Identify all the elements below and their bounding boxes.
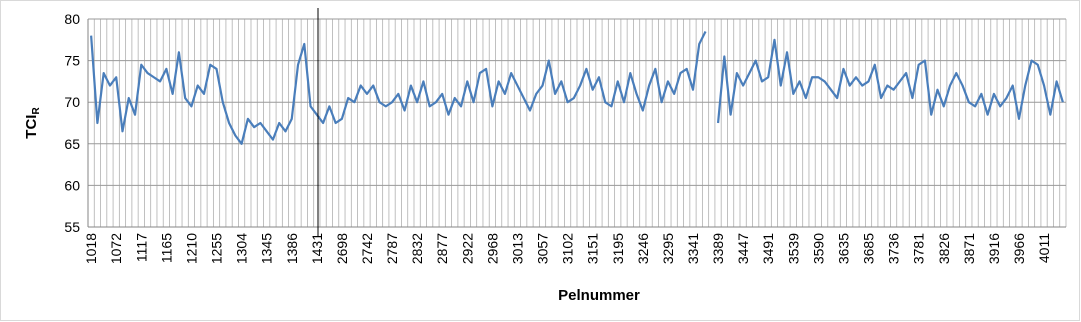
y-tick-label: 65 <box>64 136 80 152</box>
x-tick-label: 3685 <box>861 233 877 264</box>
x-tick-label: 3341 <box>685 233 701 264</box>
x-tick-label: 1304 <box>234 233 250 264</box>
x-tick-label: 3389 <box>710 233 726 264</box>
x-tick-label: 3826 <box>936 233 952 264</box>
x-tick-label: 1018 <box>83 233 99 264</box>
x-tick-label: 1386 <box>284 233 300 264</box>
x-tick-label: 2832 <box>409 233 425 264</box>
y-tick-label: 60 <box>64 177 80 193</box>
x-tick-label: 3491 <box>760 233 776 264</box>
x-tick-label: 1345 <box>259 233 275 264</box>
x-tick-label: 4011 <box>1036 233 1052 263</box>
x-tick-label: 3871 <box>961 233 977 264</box>
x-tick-label: 2787 <box>384 233 400 264</box>
x-tick-label: 2877 <box>434 233 450 264</box>
x-tick-label: 3539 <box>785 233 801 264</box>
x-tick-label: 3590 <box>810 233 826 264</box>
x-axis-title: Pelnummer <box>558 287 640 304</box>
y-tick-label: 80 <box>64 11 80 27</box>
y-axis-title-sub: R <box>31 107 42 115</box>
x-tick-label: 3102 <box>560 233 576 264</box>
x-tick-label: 2742 <box>359 233 375 264</box>
x-tick-label: 1210 <box>183 233 199 264</box>
x-tick-label: 3736 <box>886 233 902 264</box>
x-tick-label: 1431 <box>309 233 325 264</box>
x-tick-label: 3151 <box>585 233 601 264</box>
x-tick-label: 3013 <box>509 233 525 264</box>
x-tick-label: 3195 <box>610 233 626 264</box>
y-axis-title: TCIR <box>23 107 42 139</box>
y-tick-label: 70 <box>64 94 80 110</box>
x-tick-label: 3057 <box>535 233 551 264</box>
y-tick-label: 75 <box>64 53 80 69</box>
x-tick-label: 2698 <box>334 233 350 264</box>
x-tick-label: 3781 <box>911 233 927 264</box>
x-tick-label: 1255 <box>209 233 225 264</box>
x-tick-label: 3916 <box>986 233 1002 264</box>
x-tick-label: 1117 <box>133 233 149 262</box>
y-axis-title-main: TCI <box>23 115 40 139</box>
x-tick-label: 2968 <box>484 233 500 264</box>
x-tick-label: 3246 <box>635 233 651 264</box>
x-tick-label: 3966 <box>1011 233 1027 264</box>
x-tick-label: 2922 <box>459 233 475 264</box>
x-tick-label: 1165 <box>158 233 174 263</box>
x-tick-label: 3635 <box>835 233 851 264</box>
x-tick-label: 3447 <box>735 233 751 264</box>
y-tick-label: 55 <box>64 219 80 235</box>
x-tick-label: 3295 <box>660 233 676 264</box>
x-tick-label: 1072 <box>108 233 124 264</box>
data-line <box>90 30 1064 145</box>
